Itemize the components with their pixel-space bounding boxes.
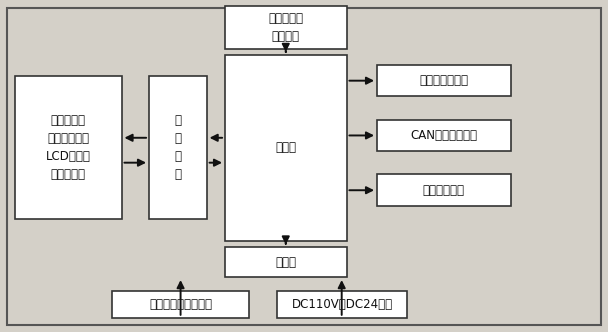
Bar (112, 290, 249, 318)
Text: CAN信号发送端子: CAN信号发送端子 (410, 129, 477, 142)
Text: 开入按钮、
红外接收器、
LCD显示、
信号指示灯: 开入按钮、 红外接收器、 LCD显示、 信号指示灯 (46, 114, 91, 181)
Text: 外部开入量
输入端子: 外部开入量 输入端子 (268, 12, 303, 43)
Bar (225, 247, 347, 277)
Bar (277, 290, 407, 318)
Bar (377, 120, 511, 151)
Bar (377, 65, 511, 96)
Text: 外部模拟量输入端子: 外部模拟量输入端子 (150, 297, 212, 311)
Bar (149, 76, 207, 219)
Bar (377, 174, 511, 206)
Text: DC110V、DC24输出: DC110V、DC24输出 (291, 297, 393, 311)
Bar (15, 76, 122, 219)
Bar (225, 6, 347, 49)
Bar (225, 55, 347, 241)
Text: 电源板: 电源板 (275, 256, 296, 269)
Text: 继电器输出端子: 继电器输出端子 (420, 74, 468, 87)
Text: 显
示
模
块: 显 示 模 块 (174, 114, 181, 181)
Text: 主控板: 主控板 (275, 141, 296, 154)
Text: 绝缘电阻监测: 绝缘电阻监测 (423, 184, 465, 197)
